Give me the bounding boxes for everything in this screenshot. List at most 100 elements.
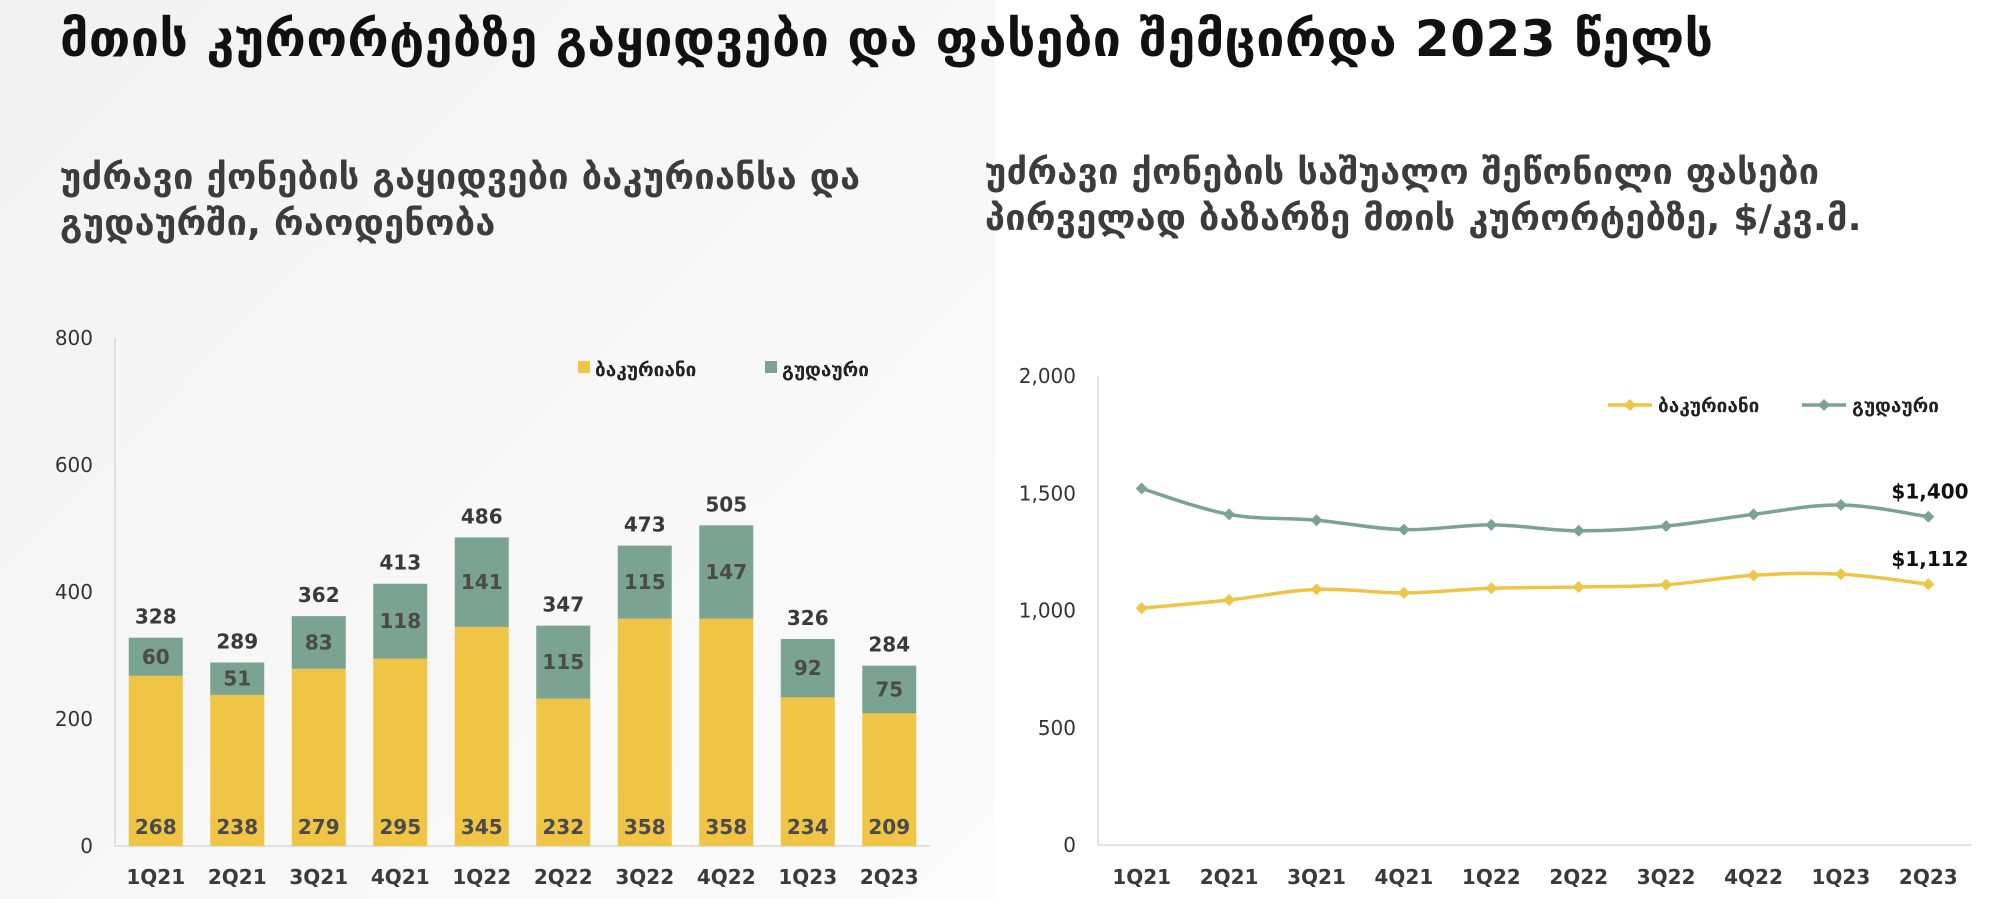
bar-data-label: 147 bbox=[705, 560, 747, 584]
y-tick-label: 1,000 bbox=[1019, 599, 1076, 623]
data-point-bakuriani bbox=[1485, 582, 1498, 595]
data-point-gudauri bbox=[1397, 523, 1410, 536]
y-tick-label: 400 bbox=[55, 580, 93, 604]
x-tick-label: 2Q21 bbox=[208, 865, 267, 889]
x-tick-label: 1Q21 bbox=[126, 865, 185, 889]
bar-segment-gudauri bbox=[862, 665, 917, 714]
bar-segment-gudauri bbox=[536, 625, 591, 699]
x-tick-label: 3Q22 bbox=[1637, 865, 1696, 889]
bar-data-label: 295 bbox=[379, 815, 421, 839]
y-tick-label: 600 bbox=[55, 453, 93, 477]
bar-segment-bakuriani bbox=[210, 694, 265, 846]
bar-data-label: 232 bbox=[542, 815, 584, 839]
x-tick-label: 3Q21 bbox=[289, 865, 348, 889]
bar-segment-bakuriani bbox=[128, 675, 183, 846]
x-tick-label: 2Q23 bbox=[1899, 865, 1958, 889]
y-tick-label: 500 bbox=[1038, 716, 1076, 740]
data-point-bakuriani bbox=[1747, 569, 1760, 582]
bar-segment-gudauri bbox=[699, 525, 754, 619]
x-tick-label: 1Q23 bbox=[778, 865, 837, 889]
stacked-bar-chart: 0 200 400 600 800 1Q21 268 60 328 2Q21 238 51 289 3Q2… bbox=[55, 326, 930, 889]
data-point-gudauri bbox=[1747, 508, 1760, 521]
data-point-bakuriani bbox=[1922, 578, 1935, 591]
x-tick-label: 1Q23 bbox=[1812, 865, 1871, 889]
data-point-bakuriani bbox=[1310, 583, 1323, 596]
bar-total-label: 413 bbox=[379, 551, 421, 575]
legend-marker-gudauri bbox=[1818, 399, 1830, 411]
x-tick-label: 4Q22 bbox=[697, 865, 756, 889]
bar-data-label: 83 bbox=[305, 630, 333, 654]
y-tick-label: 0 bbox=[80, 834, 93, 858]
data-point-gudauri bbox=[1485, 518, 1498, 531]
bar-total-label: 289 bbox=[216, 629, 258, 653]
bar-data-label: 75 bbox=[875, 677, 903, 701]
data-point-bakuriani bbox=[1397, 586, 1410, 599]
x-tick-label: 2Q21 bbox=[1200, 865, 1259, 889]
data-point-bakuriani bbox=[1135, 602, 1148, 615]
data-point-gudauri bbox=[1572, 524, 1585, 537]
bar-total-label: 473 bbox=[624, 513, 666, 537]
bar-segment-bakuriani bbox=[699, 618, 754, 846]
data-point-gudauri bbox=[1834, 498, 1847, 511]
series-line-gudauri bbox=[1141, 486, 1929, 533]
legend-label: გუდაური bbox=[1852, 395, 1939, 417]
bar-total-label: 284 bbox=[868, 633, 910, 657]
x-tick-label: 3Q21 bbox=[1287, 865, 1346, 889]
legend-label: გუდაური bbox=[782, 359, 869, 381]
bar-data-label: 115 bbox=[542, 650, 584, 674]
data-point-gudauri bbox=[1922, 510, 1935, 523]
data-point-gudauri bbox=[1660, 520, 1673, 533]
bar-data-label: 141 bbox=[461, 570, 503, 594]
bar-total-label: 326 bbox=[787, 606, 829, 630]
legend-swatch-gudauri bbox=[765, 361, 777, 373]
legend-label: ბაკურიანი bbox=[1658, 395, 1759, 417]
bar-chart-title: უძრავი ქონების გაყიდვები ბაკურიანსა და გ… bbox=[60, 157, 861, 244]
bar-segment-bakuriani bbox=[617, 618, 672, 846]
data-point-bakuriani bbox=[1223, 593, 1236, 606]
legend-label: ბაკურიანი bbox=[595, 359, 696, 381]
bar-segment-gudauri bbox=[454, 537, 509, 627]
x-tick-label: 2Q22 bbox=[1549, 865, 1608, 889]
x-tick-label: 2Q22 bbox=[534, 865, 593, 889]
bar-data-label: 115 bbox=[624, 570, 666, 594]
bar-data-label: 358 bbox=[624, 815, 666, 839]
x-tick-label: 1Q21 bbox=[1112, 865, 1171, 889]
x-tick-label: 3Q22 bbox=[615, 865, 674, 889]
series-line-bakuriani bbox=[1141, 571, 1929, 610]
y-tick-label: 2,000 bbox=[1019, 364, 1076, 388]
x-tick-label: 2Q23 bbox=[860, 865, 919, 889]
legend-marker-bakuriani bbox=[1624, 399, 1636, 411]
bar-segment-bakuriani bbox=[780, 697, 835, 846]
y-tick-label: 0 bbox=[1063, 833, 1076, 857]
y-tick-label: 1,500 bbox=[1019, 481, 1076, 505]
x-tick-label: 4Q21 bbox=[371, 865, 430, 889]
bar-segment-gudauri bbox=[128, 637, 183, 676]
bar-data-label: 279 bbox=[298, 815, 340, 839]
bar-data-label: 118 bbox=[379, 609, 421, 633]
end-value-label-gudauri: $1,400 bbox=[1891, 480, 1968, 504]
bar-segment-bakuriani bbox=[536, 698, 591, 846]
bar-data-label: 92 bbox=[794, 656, 822, 680]
bar-segment-gudauri bbox=[617, 545, 672, 619]
bar-segment-bakuriani bbox=[862, 713, 917, 846]
bar-segment-gudauri bbox=[780, 638, 835, 698]
bar-total-label: 486 bbox=[461, 504, 503, 528]
x-tick-label: 4Q21 bbox=[1375, 865, 1434, 889]
y-tick-label: 200 bbox=[55, 707, 93, 731]
bar-segment-gudauri bbox=[291, 616, 346, 669]
bar-segment-bakuriani bbox=[373, 658, 428, 846]
line-chart-title: უძრავი ქონების საშუალო შეწონილი ფასები პ… bbox=[985, 152, 1862, 239]
x-tick-label: 1Q22 bbox=[1462, 865, 1521, 889]
data-point-gudauri bbox=[1310, 514, 1323, 527]
bar-data-label: 51 bbox=[223, 667, 251, 691]
bar-total-label: 347 bbox=[542, 593, 584, 617]
bar-total-label: 505 bbox=[705, 492, 747, 516]
data-point-bakuriani bbox=[1660, 578, 1673, 591]
bar-segment-gudauri bbox=[373, 583, 428, 659]
end-value-label-bakuriani: $1,112 bbox=[1891, 547, 1968, 571]
x-tick-label: 1Q22 bbox=[452, 865, 511, 889]
bar-data-label: 345 bbox=[461, 815, 503, 839]
bar-data-label: 238 bbox=[216, 815, 258, 839]
data-point-gudauri bbox=[1223, 508, 1236, 521]
